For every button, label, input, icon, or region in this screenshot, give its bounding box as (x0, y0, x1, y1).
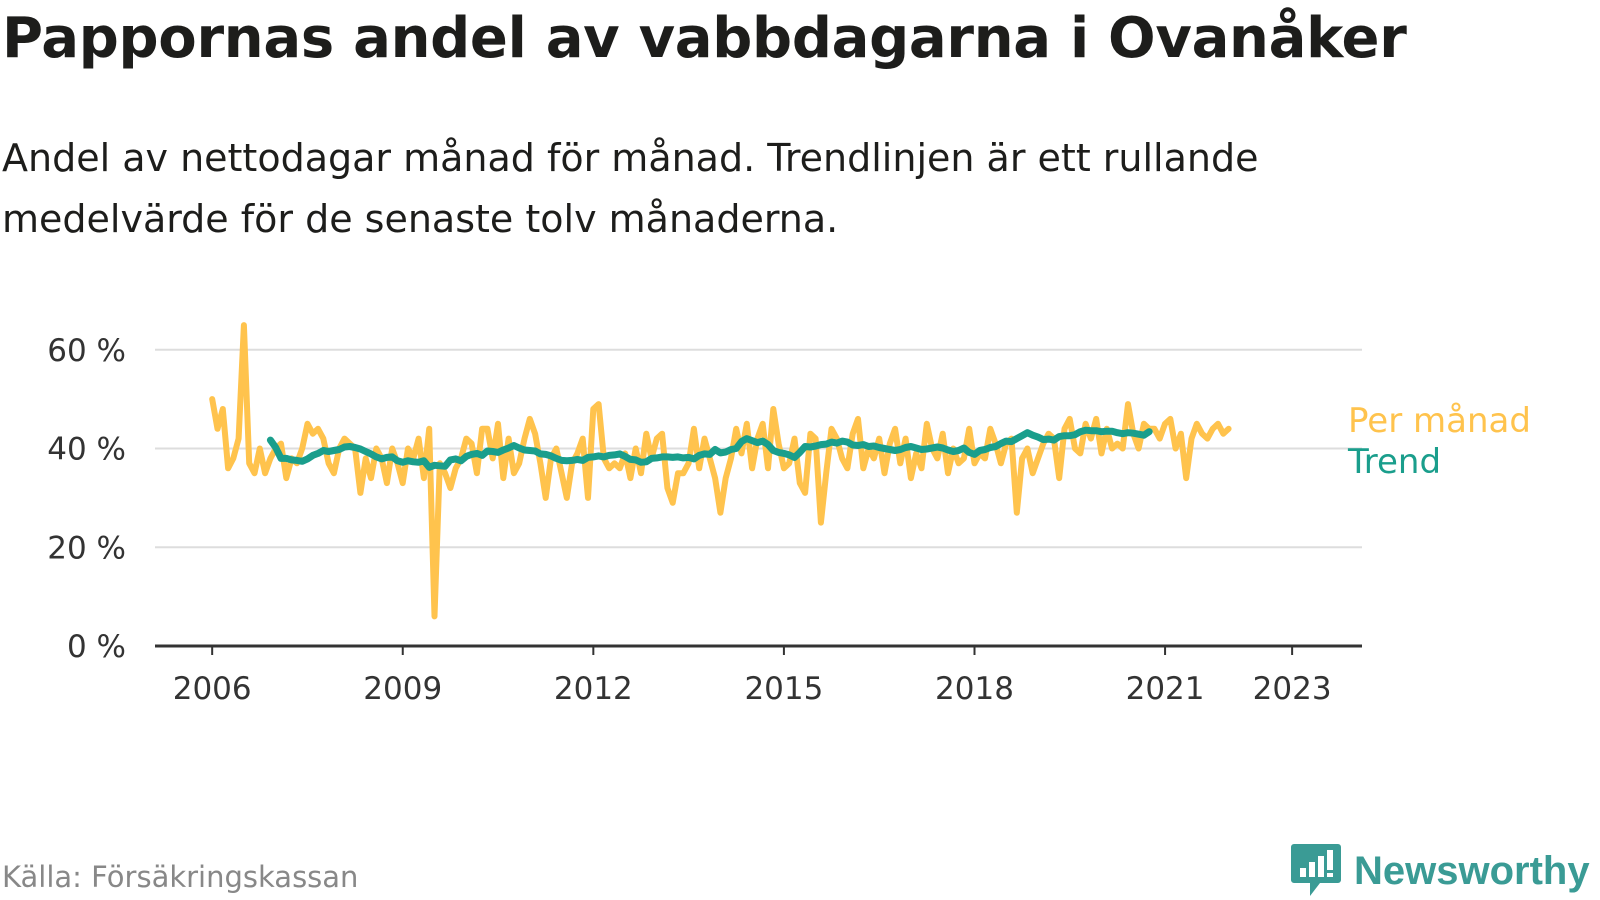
series-layer (209, 322, 1232, 620)
y-tick-label: 20 % (47, 530, 126, 566)
source-note: Källa: Försäkringskassan (2, 860, 359, 894)
x-tick-label: 2018 (935, 671, 1014, 707)
x-tick-label: 2006 (173, 671, 252, 707)
series-line-per-manad (209, 322, 1232, 620)
y-axis-ticks: 0 % 20 % 40 % 60 % (47, 333, 126, 665)
x-tick-label: 2012 (554, 671, 633, 707)
chart-subtitle: Andel av nettodagar månad för månad. Tre… (2, 136, 1259, 241)
y-tick-label: 40 % (47, 432, 126, 468)
x-tick-label: 2009 (363, 671, 442, 707)
y-tick-label: 0 % (67, 629, 126, 665)
chart-title: Pappornas andel av vabbdagarna i Ovanåke… (2, 6, 1407, 71)
y-tick-label: 60 % (47, 333, 126, 369)
x-tick-label: 2015 (744, 671, 823, 707)
legend-label-trend: Trend (1347, 442, 1441, 482)
newsworthy-logo-text: Newsworthy (1354, 848, 1590, 893)
x-tick-label: 2023 (1253, 671, 1332, 707)
legend: Per månad Trend (1347, 401, 1531, 482)
x-tick-label: 2021 (1126, 671, 1205, 707)
newsworthy-logo: Newsworthy (1290, 842, 1590, 900)
legend-label-per-manad: Per månad (1348, 401, 1531, 441)
series-line-trend (266, 426, 1153, 471)
x-axis-ticks: 2006 2009 2012 2015 2018 2021 2023 (173, 646, 1332, 707)
newsworthy-logo-icon (1291, 844, 1341, 896)
